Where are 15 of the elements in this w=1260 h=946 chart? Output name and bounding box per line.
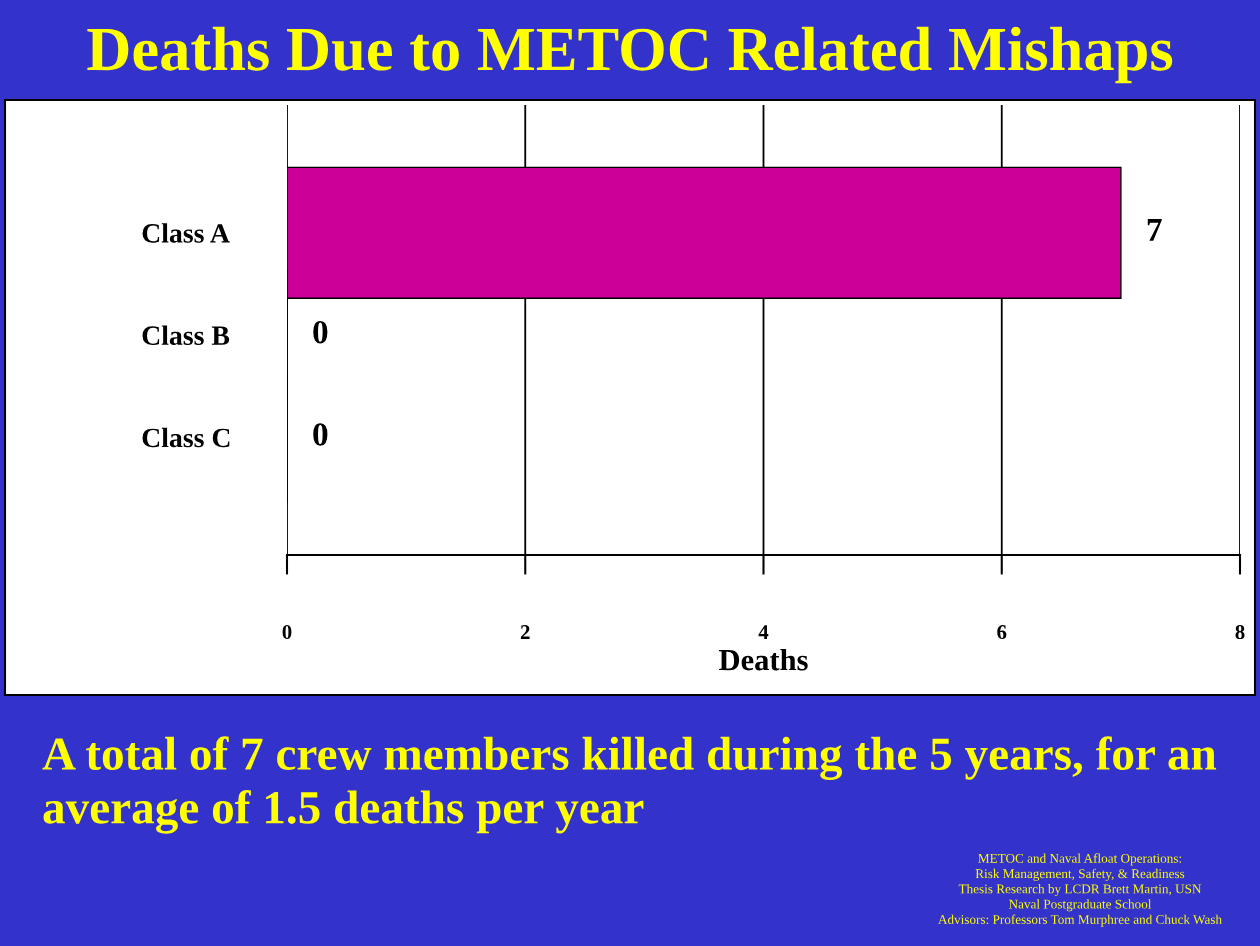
chart-title: Deaths Due to METOC Related Mishaps [87, 26, 1173, 84]
x-tick-label: 2 [520, 625, 530, 639]
text: A total of 7 crew members killed during the 5 years, for an average of 1.5 deaths per year [42, 736, 1217, 834]
y-tick-label: Class A [142, 223, 230, 243]
data-label: 7 [1147, 219, 1162, 241]
y-tick-label: Class B [142, 325, 230, 346]
x-tick-label: 8 [1235, 625, 1245, 640]
data-label: 0 [313, 423, 328, 446]
x-tick-label: 0 [282, 625, 292, 640]
y-tick-label: Class C [142, 427, 230, 448]
x-tick-label: 6 [997, 625, 1007, 640]
text: METOC and Naval Afloat Operations: Risk Management, Safety, & Readiness Thesis Research by LCDR Brett Martin, USN Naval Postgraduate School Advisors: Professors Tom Murphree and Chuck Wash [938, 853, 1222, 927]
x-tick-label: 4 [758, 625, 769, 639]
x-axis-title: Deaths [719, 648, 808, 671]
data-label: 0 [313, 320, 328, 344]
